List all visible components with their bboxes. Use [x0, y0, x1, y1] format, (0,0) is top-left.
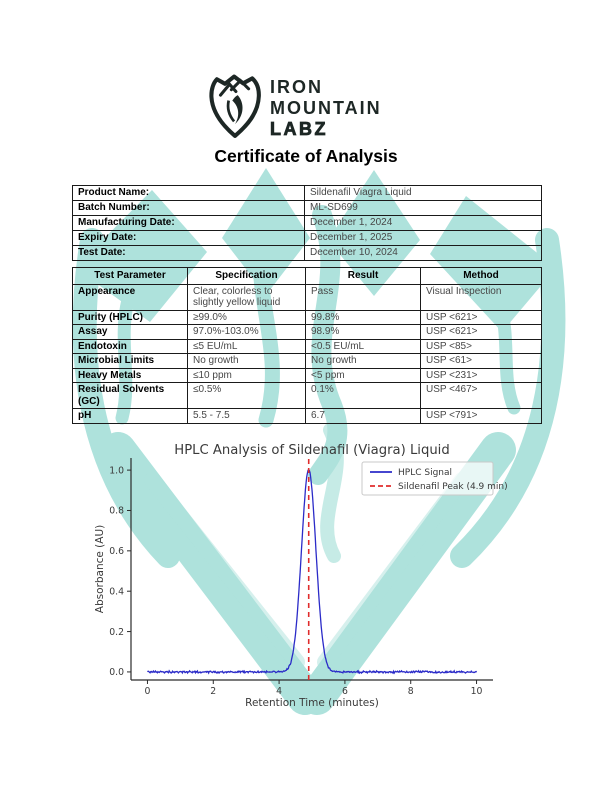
product-info-body: Product Name: Sildenafil Viagra Liquid Bat…	[72, 185, 542, 261]
product-info-value: December 10, 2024	[304, 245, 542, 261]
product-info-row: Batch Number: ML-SD699	[72, 200, 542, 216]
results-cell: Visual Inspection	[420, 283, 542, 311]
results-param-cell: Assay	[72, 324, 188, 340]
product-info-label: Product Name:	[72, 185, 305, 201]
results-param-cell: Residual Solvents (GC)	[72, 382, 188, 409]
results-row: Assay 97.0%-103.0% 98.9% USP <621>	[72, 324, 542, 340]
product-info-value: December 1, 2025	[304, 230, 542, 246]
results-header-cell: Test Parameter	[72, 267, 188, 285]
results-row: Appearance Clear, colorless to slightly y…	[72, 283, 542, 311]
results-row: Microbial Limits No growth No growth USP <6…	[72, 353, 542, 369]
results-cell: USP <621>	[420, 309, 542, 325]
results-row: pH 5.5 - 7.5 6.7 USP <791>	[72, 408, 542, 424]
page-title: Certificate of Analysis	[214, 146, 398, 166]
hplc-chart-svg: HPLC Analysis of Sildenafil (Viagra) Liq…	[94, 443, 508, 709]
results-row: Heavy Metals ≤10 ppm <5 ppm USP <231>	[72, 367, 542, 383]
results-cell: ≤10 ppm	[187, 367, 306, 383]
product-info-label: Manufacturing Date:	[72, 215, 305, 231]
results-cell: 0.1%	[305, 382, 421, 409]
results-cell: ≤0.5%	[187, 382, 306, 409]
results-row: Endotoxin ≤5 EU/mL <0.5 EU/mL USP <85>	[72, 338, 542, 354]
product-info-row: Product Name: Sildenafil Viagra Liquid	[72, 185, 542, 201]
legend-peak-label: Sildenafil Peak (4.9 min)	[398, 482, 508, 492]
results-header-row: Test Parameter Specification Result Method	[72, 267, 542, 285]
x-axis-label: Retention Time (minutes)	[245, 697, 379, 709]
y-tick-label: 0.0	[109, 667, 124, 678]
hplc-chart: HPLC Analysis of Sildenafil (Viagra) Liq…	[90, 433, 520, 718]
results-param-cell: Purity (HPLC)	[72, 309, 188, 325]
logo-word-iron: IRON	[270, 77, 323, 97]
logo-wordmark: IRON MOUNTAIN LABZ	[270, 77, 382, 140]
results-cell: USP <621>	[420, 324, 542, 340]
results-cell: Clear, colorless to slightly yellow liqu…	[187, 283, 306, 311]
results-param-cell: Microbial Limits	[72, 353, 188, 369]
product-info-row: Test Date: December 10, 2024	[72, 245, 542, 261]
results-param-cell: Appearance	[72, 283, 188, 311]
results-cell: No growth	[305, 353, 421, 369]
results-param-cell: pH	[72, 408, 188, 424]
y-tick-label: 0.8	[109, 506, 124, 517]
x-tick-label: 10	[471, 686, 483, 697]
results-header-cell: Specification	[187, 267, 306, 285]
results-param-cell: Endotoxin	[72, 338, 188, 354]
results-cell: ≤5 EU/mL	[187, 338, 306, 354]
results-param-cell: Heavy Metals	[72, 367, 188, 383]
y-axis-label: Absorbance (AU)	[94, 525, 106, 613]
x-tick-label: 0	[144, 686, 150, 697]
x-tick-label: 4	[276, 686, 282, 697]
results-cell: 5.5 - 7.5	[187, 408, 306, 424]
logo-word-mountain: MOUNTAIN	[270, 98, 382, 118]
results-header-cell: Method	[420, 267, 542, 285]
results-row: Purity (HPLC) ≥99.0% 99.8% USP <621>	[72, 309, 542, 325]
results-cell: 99.8%	[305, 309, 421, 325]
results-cell: Pass	[305, 283, 421, 311]
y-tick-label: 0.2	[109, 627, 124, 638]
product-info-value: Sildenafil Viagra Liquid	[304, 185, 542, 201]
hplc-signal-line	[147, 469, 478, 675]
test-results-table: Test Parameter Specification Result Method …	[72, 267, 542, 424]
product-info-label: Expiry Date:	[72, 230, 305, 246]
results-cell: USP <85>	[420, 338, 542, 354]
y-tick-label: 0.6	[109, 546, 124, 557]
results-cell: No growth	[187, 353, 306, 369]
y-tick-label: 0.4	[109, 586, 124, 597]
results-cell: <5 ppm	[305, 367, 421, 383]
logo-word-labz: LABZ	[270, 119, 328, 140]
results-header-cell: Result	[305, 267, 421, 285]
x-tick-label: 2	[210, 686, 216, 697]
results-cell: <0.5 EU/mL	[305, 338, 421, 354]
results-cell: 6.7	[305, 408, 421, 424]
product-info-row: Expiry Date: December 1, 2025	[72, 230, 542, 246]
product-info-value: December 1, 2024	[304, 215, 542, 231]
y-tick-label: 1.0	[109, 465, 124, 476]
product-info-row: Manufacturing Date: December 1, 2024	[72, 215, 542, 231]
results-cell: 97.0%-103.0%	[187, 324, 306, 340]
product-info-table: Product Name: Sildenafil Viagra Liquid Bat…	[72, 185, 542, 261]
chart-title: HPLC Analysis of Sildenafil (Viagra) Liq…	[174, 443, 449, 458]
x-tick-label: 6	[342, 686, 348, 697]
legend-signal-label: HPLC Signal	[398, 468, 452, 478]
results-cell: ≥99.0%	[187, 309, 306, 325]
results-cell: USP <791>	[420, 408, 542, 424]
product-info-value: ML-SD699	[304, 200, 542, 216]
product-info-label: Test Date:	[72, 245, 305, 261]
results-row: Residual Solvents (GC) ≤0.5% 0.1% USP <467>	[72, 382, 542, 409]
results-cell: 98.9%	[305, 324, 421, 340]
iron-mountain-labz-logo-icon	[209, 74, 261, 138]
results-body: Appearance Clear, colorless to slightly y…	[72, 283, 542, 424]
results-cell: USP <61>	[420, 353, 542, 369]
product-info-label: Batch Number:	[72, 200, 305, 216]
results-cell: USP <467>	[420, 382, 542, 409]
results-cell: USP <231>	[420, 367, 542, 383]
x-tick-label: 8	[408, 686, 414, 697]
